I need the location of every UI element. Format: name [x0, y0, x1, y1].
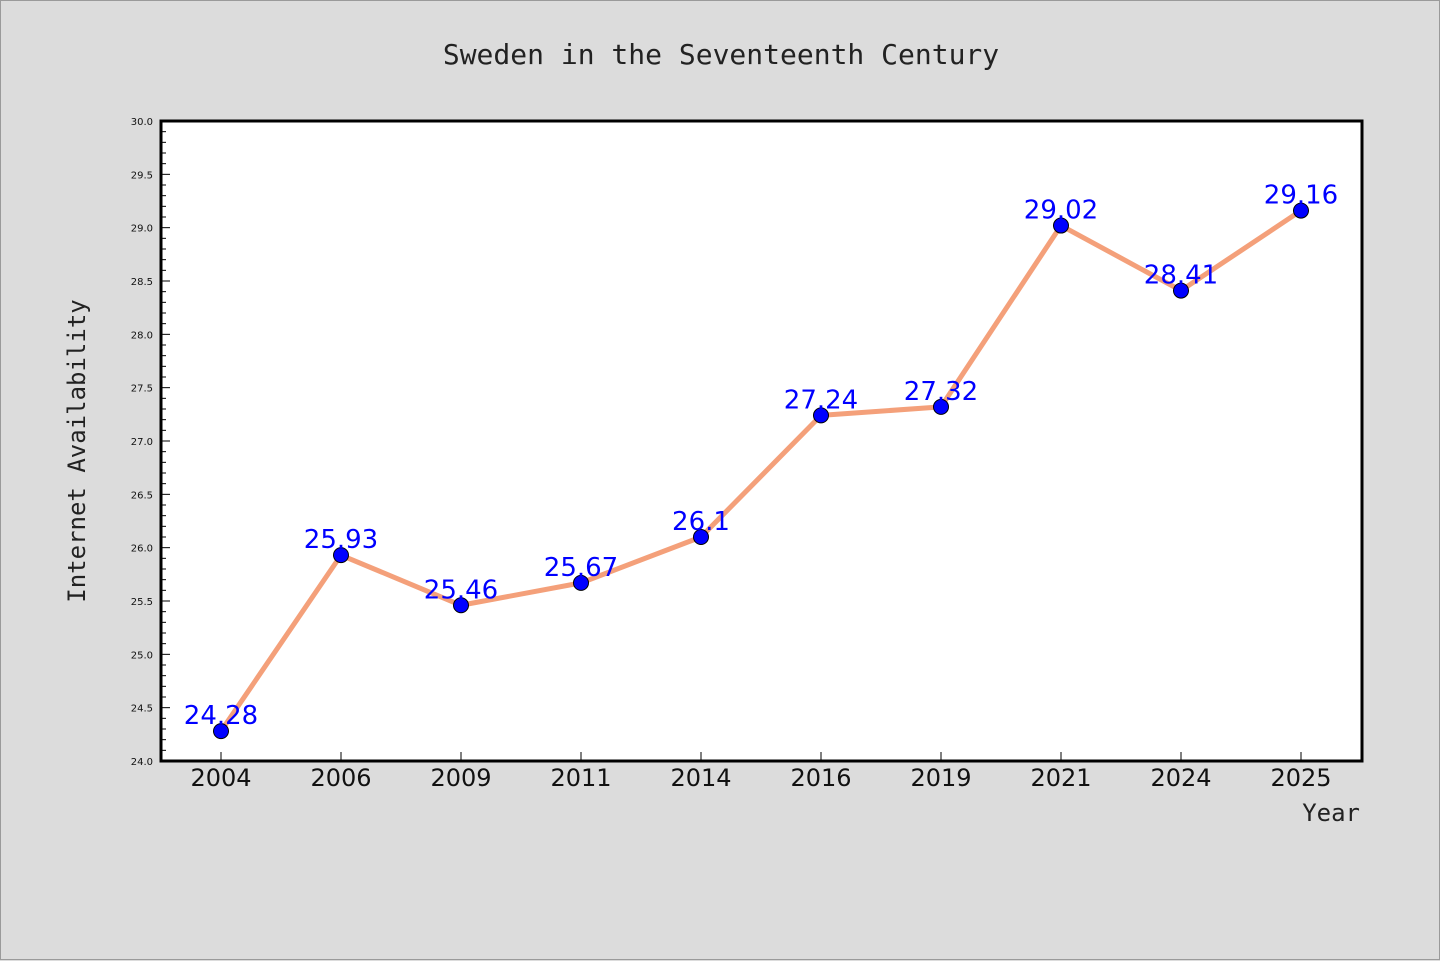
data-point: [693, 529, 709, 545]
data-label: 25.67: [544, 553, 618, 583]
data-point: [453, 597, 469, 614]
data-point: [933, 398, 949, 415]
y-tick-label: 29.0: [131, 224, 153, 235]
x-tick-label: 2025: [1270, 764, 1331, 792]
series-line: [218, 208, 1304, 734]
x-tick-label: 2004: [190, 764, 251, 792]
x-tick-label: 2009: [430, 764, 491, 792]
y-tick-label: 24.0: [131, 757, 153, 768]
data-label: 28.41: [1144, 261, 1218, 291]
y-tick-label: 28.5: [131, 277, 153, 288]
data-point: [813, 407, 829, 424]
x-tick-label: 2016: [790, 764, 851, 792]
y-tick-label: 25.0: [131, 650, 153, 661]
data-point: [213, 723, 229, 740]
data-point: [1173, 282, 1189, 299]
y-axis-label: Internet Availability: [63, 299, 91, 602]
y-tick-label: 30.0: [131, 117, 153, 128]
data-label: 25.93: [304, 525, 378, 555]
data-label: 25.46: [424, 575, 498, 605]
x-tick-label: 2006: [310, 764, 371, 792]
data-point: [573, 574, 589, 591]
x-tick-label: 2019: [910, 764, 971, 792]
data-label: 29.02: [1024, 196, 1098, 226]
y-tick-label: 26.0: [131, 544, 153, 555]
data-point: [1053, 217, 1069, 234]
data-label: 26.1: [672, 507, 730, 537]
series-group: 24.28 25.93 25.46 25.67 26.1 27.24 27.32 29.02 2…: [184, 181, 1338, 740]
x-tick-label: 2014: [670, 764, 731, 792]
y-tick-label: 27.5: [131, 384, 153, 395]
plot-area: [159, 119, 1364, 763]
y-tick-label: 24.5: [131, 704, 153, 715]
y-tick-label: 25.5: [131, 597, 153, 608]
y-axis: 24.0 24.5 25.0 25.5 26.0 26.5 27.0 27.5 28.0 28.5…: [131, 117, 170, 768]
y-tick-label: 26.5: [131, 490, 153, 501]
y-tick-label: 28.0: [131, 330, 153, 341]
chart-title: Sweden in the Seventeenth Century: [443, 38, 999, 71]
y-tick-label: 27.0: [131, 437, 153, 448]
y-tick-label: 29.5: [131, 170, 153, 181]
data-label: 27.32: [904, 377, 978, 407]
x-tick-label: 2021: [1030, 764, 1091, 792]
data-label: 24.28: [184, 701, 258, 731]
data-point: [1293, 202, 1309, 219]
x-axis: 2004 2006 2009 2011 2014 2016 2019 2021 2024 2025: [190, 752, 1332, 792]
data-label: 29.16: [1264, 181, 1338, 211]
data-label: 27.24: [784, 385, 858, 415]
data-point: [333, 547, 349, 564]
x-tick-label: 2024: [1150, 764, 1211, 792]
x-tick-label: 2011: [550, 764, 611, 792]
x-axis-label: Year: [1302, 799, 1360, 827]
